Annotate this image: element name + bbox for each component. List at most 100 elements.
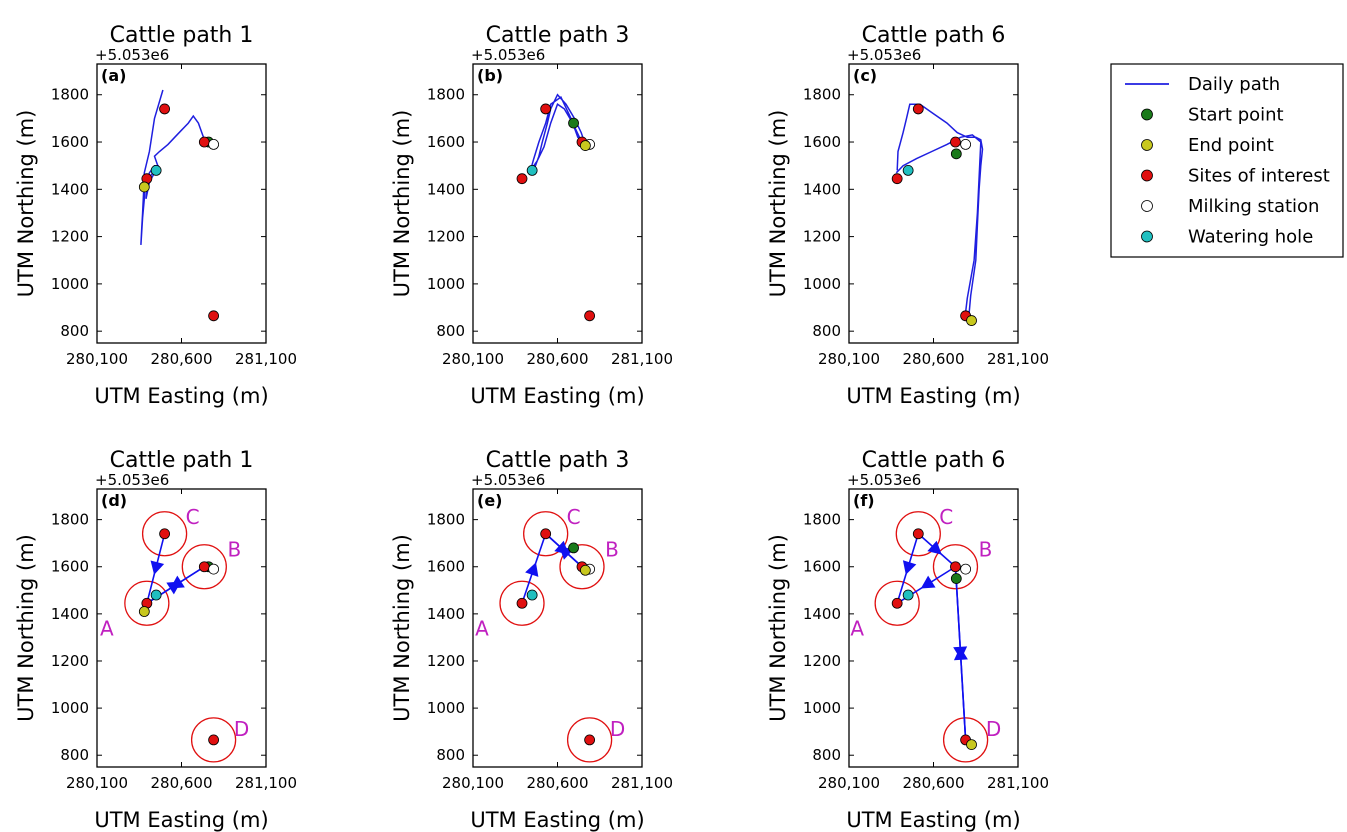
transition-arrowhead xyxy=(525,562,539,577)
site-label: D xyxy=(234,717,249,741)
watering-hole-marker xyxy=(902,589,914,601)
site-of-interest-marker xyxy=(912,103,924,115)
y-tick-label: 1800 xyxy=(51,511,89,529)
legend-label: Sites of interest xyxy=(1188,166,1330,187)
offset-label: +5.053e6 xyxy=(847,46,921,64)
y-axis-label: UTM Northing (m) xyxy=(14,534,38,722)
site-label: A xyxy=(475,616,489,640)
y-axis-label: UTM Northing (m) xyxy=(390,534,414,722)
x-tick-label: 280,600 xyxy=(150,350,212,368)
site-circle xyxy=(141,511,188,557)
x-tick-label: 281,100 xyxy=(611,350,673,368)
y-tick-label: 1600 xyxy=(51,558,89,576)
site-of-interest-marker xyxy=(198,561,210,573)
site-of-interest-marker xyxy=(516,597,528,609)
y-tick-label: 1400 xyxy=(51,605,89,623)
site-of-interest-marker xyxy=(950,561,961,573)
x-tick-label: 281,100 xyxy=(987,350,1049,368)
panel-title: Cattle path 3 xyxy=(486,23,630,48)
x-axis-label: UTM Easting (m) xyxy=(846,808,1020,832)
site-label: D xyxy=(610,717,625,741)
y-tick-label: 1800 xyxy=(803,86,841,104)
x-tick-label: 280,600 xyxy=(902,350,964,368)
y-tick-label: 1600 xyxy=(803,558,841,576)
y-tick-label: 1800 xyxy=(427,86,465,104)
offset-label: +5.053e6 xyxy=(95,471,169,489)
site-of-interest-marker xyxy=(208,734,220,746)
watering-hole-marker xyxy=(150,589,162,601)
legend-label: End point xyxy=(1188,135,1274,156)
plot-area xyxy=(874,511,989,763)
panel-letter: (a) xyxy=(101,66,126,85)
legend-item-milking: Milking station xyxy=(1141,196,1319,217)
start-point-marker xyxy=(568,542,579,554)
site-of-interest-marker xyxy=(208,310,220,322)
site-of-interest-marker xyxy=(891,173,903,185)
site-of-interest-marker xyxy=(516,173,528,185)
y-tick-label: 1000 xyxy=(51,699,89,717)
plot-area xyxy=(891,103,984,326)
milking-station-marker xyxy=(208,563,220,575)
panel-title: Cattle path 6 xyxy=(862,23,1006,48)
panel-c: Cattle path 6+5.053e6 800 1000 1200 1400 1600… xyxy=(766,23,1049,408)
offset-label: +5.053e6 xyxy=(95,46,169,64)
y-tick-label: 800 xyxy=(436,746,465,764)
y-axis-label: UTM Northing (m) xyxy=(766,534,790,722)
site-label: A xyxy=(100,616,114,640)
legend: Daily path Start point End point Sites of i… xyxy=(1110,63,1344,258)
site-circle xyxy=(559,544,605,590)
x-tick-label: 280,600 xyxy=(526,350,588,368)
site-circle xyxy=(895,511,941,557)
offset-label: +5.053e6 xyxy=(471,46,545,64)
site-circle xyxy=(181,544,227,590)
y-tick-label: 1400 xyxy=(803,180,841,198)
transition-arrowhead xyxy=(150,560,165,575)
daily-path-line xyxy=(529,93,586,171)
end-point-marker xyxy=(138,181,150,193)
watering-hole-marker xyxy=(150,164,162,176)
legend-label: Start point xyxy=(1188,105,1284,126)
site-of-interest-marker xyxy=(584,734,596,746)
y-tick-label: 800 xyxy=(812,322,841,340)
panel-letter: (c) xyxy=(853,66,877,85)
legend-item-end: End point xyxy=(1141,135,1274,156)
site-label: D xyxy=(986,717,1001,741)
y-axis-label: UTM Northing (m) xyxy=(14,110,38,298)
plot-area xyxy=(138,89,220,322)
y-tick-label: 1600 xyxy=(51,133,89,151)
y-tick-label: 1600 xyxy=(427,558,465,576)
x-tick-label: 280,100 xyxy=(818,350,880,368)
y-tick-label: 1200 xyxy=(803,228,841,246)
site-of-interest-marker xyxy=(159,103,171,115)
site-of-interest-marker xyxy=(198,136,210,148)
site-circle xyxy=(124,580,170,626)
site-of-interest-marker xyxy=(950,136,961,148)
legend-marker-icon xyxy=(1141,230,1153,243)
y-tick-label: 800 xyxy=(60,322,89,340)
start-point-marker xyxy=(950,573,962,584)
y-tick-label: 800 xyxy=(436,322,465,340)
x-tick-label: 280,600 xyxy=(150,774,212,792)
y-tick-label: 1600 xyxy=(803,133,841,151)
transition-arrowhead xyxy=(927,540,942,555)
plot-area xyxy=(499,511,613,763)
y-tick-label: 1400 xyxy=(51,180,89,198)
transition-arrowhead xyxy=(902,560,917,575)
offset-label: +5.053e6 xyxy=(847,471,921,489)
y-tick-label: 1800 xyxy=(427,511,465,529)
y-tick-label: 1400 xyxy=(803,605,841,623)
y-tick-label: 1400 xyxy=(427,605,465,623)
site-circle xyxy=(874,580,920,626)
site-label: C xyxy=(186,505,200,529)
legend-frame xyxy=(1110,63,1344,258)
x-axis-label: UTM Easting (m) xyxy=(470,808,644,832)
daily-path-line xyxy=(140,89,209,245)
site-circle xyxy=(942,717,989,763)
site-of-interest-marker xyxy=(584,310,596,322)
panel-a: Cattle path 1+5.053e6 800 1000 1200 1400 1600… xyxy=(14,23,297,408)
panel-title: Cattle path 1 xyxy=(110,23,254,48)
plot-area xyxy=(124,511,237,763)
site-circle xyxy=(499,580,545,626)
panel-title: Cattle path 6 xyxy=(862,448,1006,473)
